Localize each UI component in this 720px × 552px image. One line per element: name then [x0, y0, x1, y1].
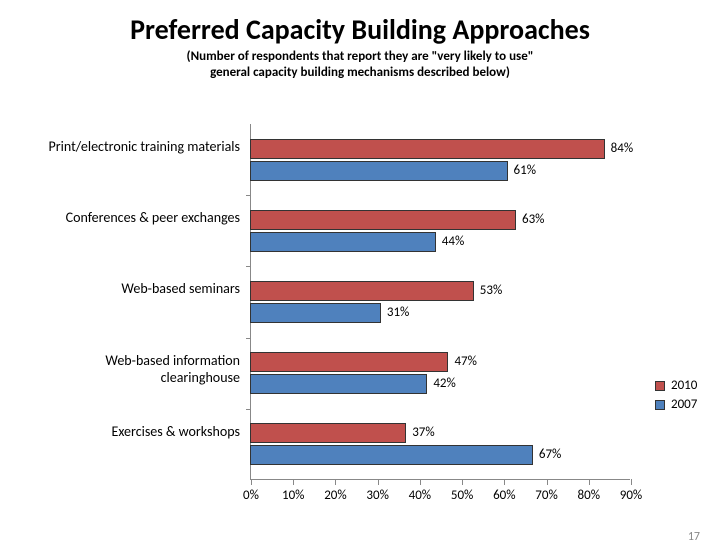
chart-area: 0% 10% 20% 30% 40% 50% 60% 70% 80% 90% Print/elec…: [30, 124, 690, 504]
category-group: Web-based seminars 53% 31%: [30, 266, 690, 337]
bar: [250, 445, 533, 465]
legend-label: 2010: [671, 378, 697, 393]
bar-value-label: 61%: [514, 161, 536, 181]
page-subtitle: (Number of respondents that report they …: [0, 49, 720, 82]
legend-swatch: [655, 400, 665, 410]
x-tick-label: 50%: [451, 488, 473, 503]
bar-value-label: 31%: [387, 303, 409, 323]
page-title: Preferred Capacity Building Approaches: [0, 12, 720, 47]
category-group: Conferences & peer exchanges 63% 44%: [30, 195, 690, 266]
subtitle-line-2: general capacity building mechanisms des…: [210, 65, 510, 80]
bar: [250, 210, 516, 230]
bar-value-label: 47%: [454, 352, 476, 372]
x-tick-label: 80%: [578, 488, 600, 503]
category-label: Web-based seminars: [30, 280, 240, 297]
bar-value-label: 37%: [412, 423, 434, 443]
category-label: Web-based information clearinghouse: [30, 352, 240, 386]
category-label: Conferences & peer exchanges: [30, 209, 240, 226]
bar: [250, 139, 605, 159]
category-label: Print/electronic training materials: [30, 138, 240, 155]
legend-swatch: [655, 381, 665, 391]
x-tick-label: 60%: [493, 488, 515, 503]
bar: [250, 303, 381, 323]
subtitle-line-1: (Number of respondents that report they …: [187, 49, 534, 64]
category-group: Web-based information clearinghouse 47%42…: [30, 338, 690, 409]
bar-value-label: 84%: [611, 139, 633, 159]
x-tick-label: 10%: [282, 488, 304, 503]
bar-value-label: 53%: [480, 281, 502, 301]
category-group: Exercises & workshops 37% 67%: [30, 409, 690, 480]
bar: [250, 352, 448, 372]
bar: [250, 423, 406, 443]
page-number: 17: [688, 530, 700, 544]
bar: [250, 374, 427, 394]
x-tick-label: 90%: [620, 488, 642, 503]
category-label: Exercises & workshops: [30, 423, 240, 440]
bar-value-label: 42%: [433, 374, 455, 394]
x-tick-label: 30%: [366, 488, 388, 503]
x-tick-label: 0%: [243, 488, 259, 503]
legend-label: 2007: [671, 397, 697, 412]
x-tick-label: 40%: [409, 488, 431, 503]
bar-value-label: 44%: [442, 232, 464, 252]
bar: [250, 161, 508, 181]
legend-item: 2007: [655, 397, 697, 412]
legend-item: 2010: [655, 378, 697, 393]
x-tick-label: 20%: [324, 488, 346, 503]
x-tick-label: 70%: [535, 488, 557, 503]
bar-value-label: 67%: [539, 445, 561, 465]
bar: [250, 232, 436, 252]
category-group: Print/electronic training materials 84% 61…: [30, 124, 690, 195]
bar-value-label: 63%: [522, 210, 544, 230]
bar: [250, 281, 474, 301]
legend: 2010 2007: [655, 374, 697, 416]
